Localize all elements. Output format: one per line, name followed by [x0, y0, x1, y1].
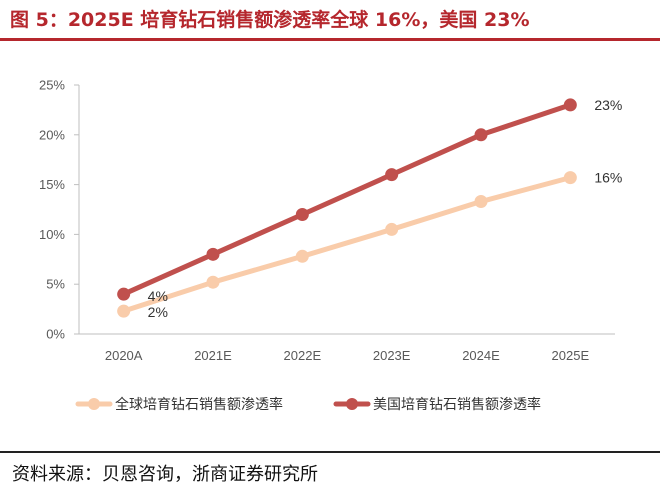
x-tick-label: 2025E	[552, 348, 590, 363]
legend-swatch-marker	[346, 398, 358, 410]
data-point	[474, 195, 488, 209]
data-point	[206, 247, 220, 261]
x-tick-label: 2021E	[194, 348, 232, 363]
footer-divider	[0, 451, 660, 453]
y-tick-label: 0%	[46, 327, 65, 342]
x-tick-label: 2022E	[284, 348, 322, 363]
x-tick-label: 2024E	[462, 348, 500, 363]
y-tick-label: 5%	[46, 277, 65, 292]
title-divider	[0, 38, 660, 41]
x-tick-label: 2020A	[105, 348, 143, 363]
data-point	[295, 207, 309, 221]
x-tick-label: 2023E	[373, 348, 411, 363]
y-tick-label: 10%	[39, 227, 65, 242]
y-tick-label: 15%	[39, 177, 65, 192]
data-point	[117, 304, 131, 318]
source-note: 资料来源：贝恩咨询，浙商证券研究所	[12, 464, 318, 485]
y-tick-label: 25%	[39, 78, 65, 93]
data-point	[385, 222, 399, 236]
data-point	[563, 171, 577, 185]
data-label: 4%	[148, 288, 168, 304]
data-point	[295, 249, 309, 263]
series-line-global	[121, 175, 573, 314]
data-point	[385, 168, 399, 182]
data-point	[117, 287, 131, 301]
data-point	[474, 128, 488, 142]
legend-swatch-marker	[88, 398, 100, 410]
data-label: 16%	[594, 170, 622, 186]
data-point	[563, 98, 577, 112]
legend-label: 美国培育钻石销售额渗透率	[373, 396, 541, 413]
data-label: 2%	[148, 304, 168, 320]
legend-label: 全球培育钻石销售额渗透率	[115, 396, 283, 413]
series-line-us	[121, 102, 573, 297]
data-label: 23%	[594, 97, 622, 113]
figure-title: 图 5：2025E 培育钻石销售额渗透率全球 16%，美国 23%	[10, 9, 530, 31]
data-point	[206, 275, 220, 289]
y-tick-label: 20%	[39, 127, 65, 142]
line-chart: 0% 5% 10% 15% 20% 25% 2020A 2021E 2022E 2023E 2024…	[39, 78, 622, 414]
